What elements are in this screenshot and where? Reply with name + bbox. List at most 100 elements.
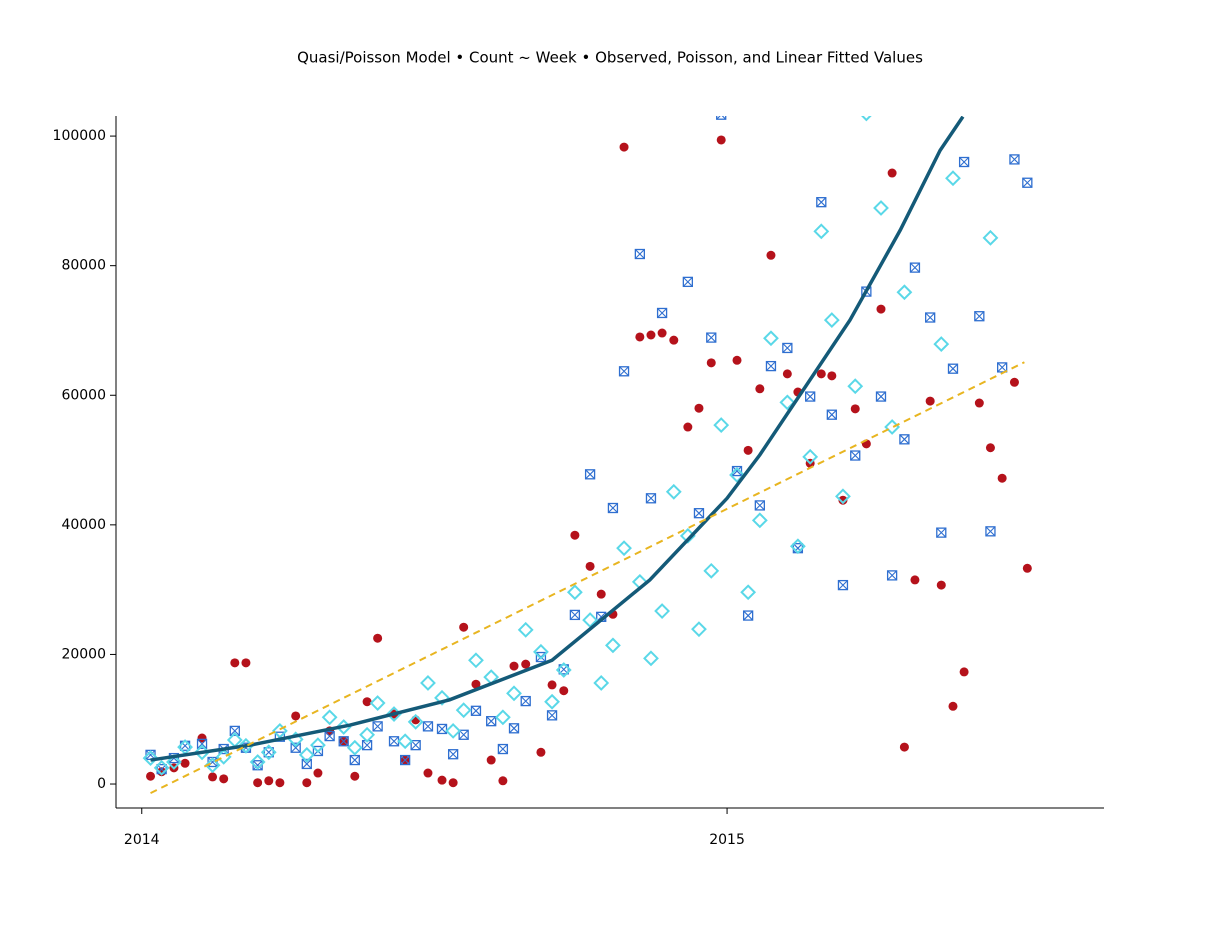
- data-point: [731, 465, 743, 477]
- dot: [423, 768, 433, 778]
- square: [607, 502, 619, 514]
- data-point: [146, 771, 156, 781]
- data-point: [909, 262, 921, 273]
- data-point: [665, 483, 682, 500]
- data-point: [566, 584, 583, 601]
- square: [706, 332, 717, 343]
- data-point: [643, 650, 659, 667]
- diamond: [407, 713, 424, 730]
- dot: [459, 622, 469, 632]
- square: [754, 500, 765, 511]
- cross: [706, 332, 717, 343]
- cross: [301, 759, 312, 769]
- data-point: [570, 530, 580, 540]
- square: [997, 362, 1008, 373]
- diamond: [544, 693, 560, 710]
- data-point: [253, 778, 263, 788]
- data-point: [448, 778, 458, 788]
- cross: [458, 729, 469, 740]
- data-point: [805, 391, 816, 402]
- diamond: [397, 733, 414, 750]
- data-point: [298, 746, 315, 763]
- dot: [521, 659, 531, 669]
- data-point: [732, 355, 742, 365]
- cross: [498, 744, 508, 754]
- data-point: [899, 742, 909, 752]
- dot: [570, 530, 580, 540]
- cross: [899, 434, 910, 445]
- square: [372, 721, 383, 732]
- diamond: [153, 759, 170, 776]
- data-point: [876, 304, 886, 314]
- data-point: [249, 754, 266, 770]
- data-point: [657, 328, 667, 338]
- data-point: [509, 661, 519, 671]
- data-point: [204, 757, 221, 774]
- dot: [669, 335, 679, 345]
- dot: [997, 473, 1007, 483]
- square: [742, 610, 754, 621]
- data-point: [813, 223, 830, 240]
- cross: [569, 610, 580, 620]
- dot: [619, 142, 629, 152]
- cross: [910, 262, 920, 273]
- data-point: [634, 248, 646, 260]
- cross: [400, 755, 411, 765]
- data-point: [925, 396, 935, 406]
- cross: [619, 366, 629, 377]
- data-point: [619, 142, 629, 152]
- dot: [373, 633, 383, 643]
- data-point: [716, 135, 726, 145]
- square: [782, 342, 793, 354]
- square: [656, 307, 668, 319]
- cross: [634, 249, 645, 259]
- diamond: [434, 689, 450, 706]
- dot: [657, 328, 667, 338]
- cross: [547, 710, 557, 721]
- diamond: [582, 612, 599, 629]
- dot: [471, 679, 481, 689]
- diamond: [204, 757, 221, 774]
- data-point: [985, 526, 996, 537]
- square: [925, 312, 936, 323]
- data-point: [399, 754, 411, 766]
- cross: [782, 343, 793, 353]
- diamond: [691, 621, 707, 638]
- data-point: [142, 750, 159, 767]
- square: [458, 729, 469, 740]
- cross: [682, 276, 693, 287]
- diamond: [654, 603, 671, 619]
- cross: [423, 721, 433, 732]
- square: [520, 695, 531, 707]
- diamond: [166, 754, 182, 770]
- data-point: [197, 733, 207, 743]
- data-point: [584, 469, 596, 480]
- diamond: [533, 643, 549, 660]
- data-point: [569, 609, 581, 621]
- data-point: [508, 723, 520, 734]
- square: [569, 609, 581, 621]
- diamond: [665, 483, 682, 500]
- dot: [850, 404, 860, 414]
- dot: [925, 396, 935, 406]
- diamond: [517, 621, 534, 638]
- data-point: [498, 776, 508, 786]
- data-point: [229, 725, 240, 737]
- data-point: [275, 778, 285, 788]
- diamond: [896, 284, 913, 301]
- cross: [876, 391, 886, 402]
- data-point: [494, 709, 511, 726]
- cross: [1009, 154, 1020, 165]
- cross: [792, 543, 803, 554]
- data-point: [936, 580, 946, 590]
- data-point: [555, 662, 572, 678]
- square: [263, 747, 274, 758]
- cross: [372, 721, 383, 732]
- cross: [585, 469, 595, 480]
- square: [850, 450, 861, 461]
- cross: [997, 362, 1008, 373]
- dot: [766, 250, 776, 260]
- cross: [826, 409, 837, 420]
- square: [861, 286, 872, 297]
